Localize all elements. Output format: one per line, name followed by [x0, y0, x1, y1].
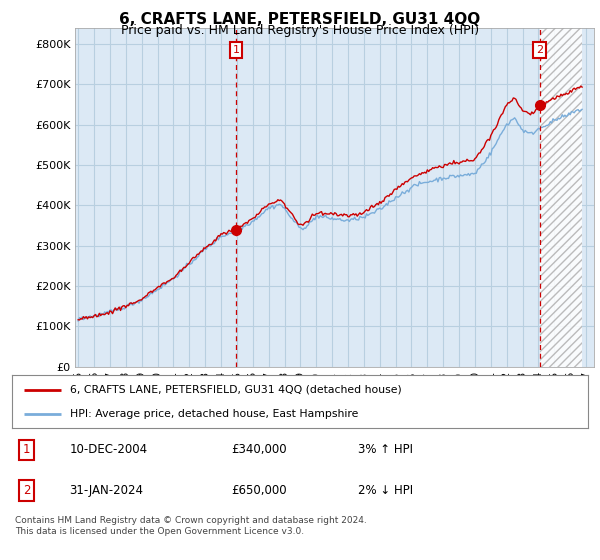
Text: HPI: Average price, detached house, East Hampshire: HPI: Average price, detached house, East… — [70, 409, 358, 419]
Text: 1: 1 — [232, 45, 239, 55]
Text: 3% ↑ HPI: 3% ↑ HPI — [358, 444, 413, 456]
Text: 10-DEC-2004: 10-DEC-2004 — [70, 444, 148, 456]
Text: Price paid vs. HM Land Registry's House Price Index (HPI): Price paid vs. HM Land Registry's House … — [121, 24, 479, 36]
Text: 2: 2 — [536, 45, 543, 55]
Text: 6, CRAFTS LANE, PETERSFIELD, GU31 4QQ (detached house): 6, CRAFTS LANE, PETERSFIELD, GU31 4QQ (d… — [70, 385, 401, 395]
Text: 31-JAN-2024: 31-JAN-2024 — [70, 484, 143, 497]
Text: £650,000: £650,000 — [231, 484, 287, 497]
Text: 2% ↓ HPI: 2% ↓ HPI — [358, 484, 413, 497]
Text: 1: 1 — [23, 444, 30, 456]
Text: 6, CRAFTS LANE, PETERSFIELD, GU31 4QQ: 6, CRAFTS LANE, PETERSFIELD, GU31 4QQ — [119, 12, 481, 27]
Text: Contains HM Land Registry data © Crown copyright and database right 2024.
This d: Contains HM Land Registry data © Crown c… — [15, 516, 367, 536]
Text: £340,000: £340,000 — [231, 444, 287, 456]
Text: 2: 2 — [23, 484, 30, 497]
